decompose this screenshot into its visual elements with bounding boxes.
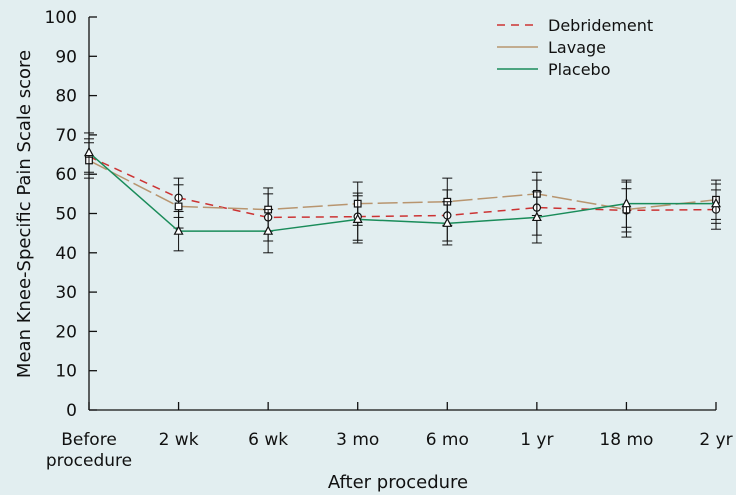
triangle-marker [621, 197, 632, 208]
x-tick-label: 6 mo [426, 430, 469, 450]
data-layer [84, 132, 721, 254]
x-tick-label: procedure [46, 451, 132, 471]
square-marker [174, 202, 183, 211]
series-line [88, 152, 716, 232]
y-tick-label: 30 [55, 283, 77, 303]
triangle-marker [263, 225, 274, 235]
x-tick-label: 1 yr [520, 430, 553, 450]
x-tick-label: Before [61, 430, 117, 450]
y-tick-label: 0 [66, 401, 77, 421]
series-debridement [84, 138, 721, 242]
legend-label: Lavage [548, 38, 606, 57]
series-line [88, 159, 717, 211]
y-tick-label: 80 [55, 87, 77, 107]
series-lavage [84, 142, 721, 238]
x-axis-title: After procedure [328, 472, 468, 493]
y-tick-label: 40 [55, 244, 77, 264]
x-tick-label: 3 mo [336, 430, 379, 450]
x-tick-label: 2 wk [159, 430, 199, 450]
series-placebo [84, 132, 721, 254]
x-tick-label: 18 mo [599, 430, 653, 450]
triangle-marker [711, 197, 721, 208]
legend-label: Placebo [548, 60, 610, 79]
triangle-marker [531, 211, 542, 222]
y-tick-label: 100 [45, 8, 77, 28]
y-axis-title: Mean Knee-Specific Pain Scale score [14, 50, 35, 378]
y-tick-label: 10 [55, 362, 77, 382]
triangle-marker [173, 225, 184, 235]
triangle-marker [84, 146, 94, 157]
y-tick-label: 50 [55, 205, 77, 225]
y-tick-label: 70 [55, 126, 77, 146]
triangle-marker [442, 217, 453, 227]
y-tick-label: 90 [55, 47, 77, 67]
series-line [88, 155, 717, 219]
x-tick-label: 6 wk [248, 430, 288, 450]
x-tick-label: 2 yr [699, 430, 732, 450]
legend: Debridement Lavage Placebo [497, 16, 653, 79]
legend-label: Debridement [548, 16, 653, 35]
y-tick-label: 20 [55, 322, 77, 342]
triangle-marker [352, 213, 363, 223]
y-tick-label: 60 [55, 165, 77, 185]
